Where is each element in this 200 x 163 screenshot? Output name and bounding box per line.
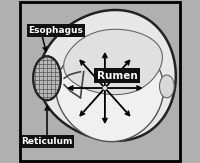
Ellipse shape	[159, 75, 174, 98]
Ellipse shape	[33, 56, 61, 100]
Text: Reticulum: Reticulum	[21, 137, 73, 146]
Text: Rumen: Rumen	[97, 71, 137, 81]
Polygon shape	[56, 44, 164, 142]
Polygon shape	[39, 10, 176, 141]
Polygon shape	[64, 29, 162, 95]
Text: Esophagus: Esophagus	[28, 26, 83, 35]
